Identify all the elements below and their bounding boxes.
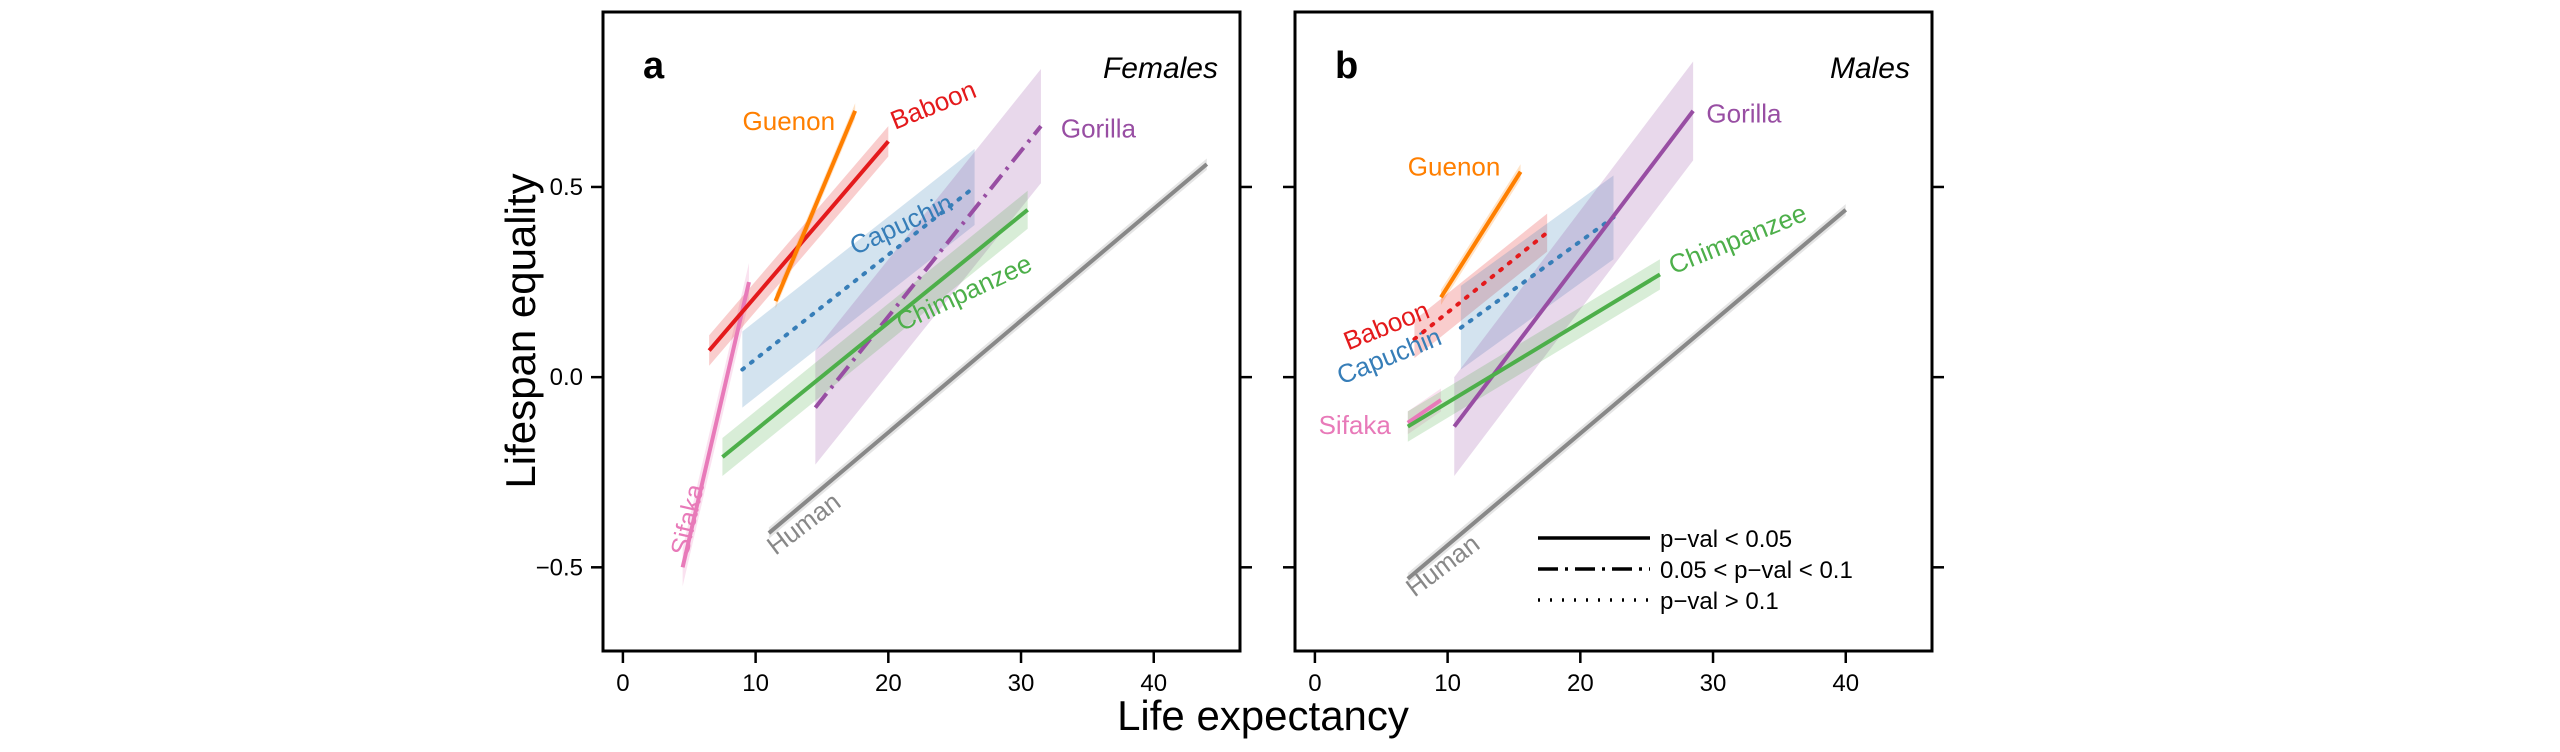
panel-sex-label: Males xyxy=(1830,52,1910,85)
x-tick-label: 20 xyxy=(1567,670,1594,697)
x-tick-label: 0 xyxy=(1308,670,1321,697)
legend-entry-label: p−val < 0.05 xyxy=(1660,526,1792,553)
x-tick-label: 40 xyxy=(1832,670,1859,697)
x-tick-label: 30 xyxy=(1700,670,1727,697)
series-label-guenon: Guenon xyxy=(1408,152,1501,182)
panel-letter: a xyxy=(643,45,665,87)
series-line-sifaka xyxy=(1406,398,1443,425)
panel-letter: b xyxy=(1335,45,1358,87)
legend-entry-label: 0.05 < p−val < 0.1 xyxy=(1660,557,1853,584)
series-label-guenon: Guenon xyxy=(743,106,836,136)
series-label-sifaka: Sifaka xyxy=(664,481,710,559)
y-tick-label: 0.0 xyxy=(550,364,583,391)
series-label-gorilla: Gorilla xyxy=(1706,98,1782,128)
legend-entry-label: p−val > 0.1 xyxy=(1660,588,1779,615)
series-line-chimpanzee xyxy=(721,208,1029,459)
series-line-human xyxy=(1406,208,1848,581)
panel-sex-label: Females xyxy=(1103,52,1218,85)
series-line-human xyxy=(767,162,1209,535)
confidence-band-baboon xyxy=(1414,213,1548,359)
y-axis-title: Lifespan equality xyxy=(497,173,544,488)
x-tick-label: 30 xyxy=(1008,670,1035,697)
series-line-capuchin xyxy=(1458,215,1616,330)
x-tick-label: 0 xyxy=(616,670,629,697)
panel-a: SifakaBaboonGuenonCapuchinGorillaChimpan… xyxy=(536,10,1252,697)
series-line-sifaka xyxy=(680,281,751,568)
series-label-gorilla: Gorilla xyxy=(1061,114,1137,144)
confidence-band-capuchin xyxy=(742,148,975,408)
plot-frame xyxy=(601,10,1242,653)
y-tick-label: −0.5 xyxy=(536,554,583,581)
series-label-human: Human xyxy=(1400,528,1485,602)
plot-frame xyxy=(1293,10,1934,653)
panel-b: SifakaGuenonBaboonCapuchinGorillaChimpan… xyxy=(1283,10,1944,697)
x-tick-label: 20 xyxy=(875,670,902,697)
x-tick-label: 40 xyxy=(1140,670,1167,697)
x-axis-title: Life expectancy xyxy=(1117,692,1409,739)
confidence-band-capuchin xyxy=(1460,175,1614,370)
y-tick-label: 0.5 xyxy=(550,174,583,201)
series-line-baboon xyxy=(1412,230,1550,342)
series-line-guenon xyxy=(773,110,857,302)
legend: p−val < 0.05 0.05 < p−val < 0.1 p−val > 0.… xyxy=(1538,526,1853,615)
series-line-guenon xyxy=(1439,170,1523,299)
x-tick-label: 10 xyxy=(1434,670,1461,697)
series-label-chimpanzee: Chimpanzee xyxy=(1664,198,1811,281)
series-line-chimpanzee xyxy=(1406,272,1661,429)
series-label-baboon: Baboon xyxy=(886,74,980,135)
series-label-sifaka: Sifaka xyxy=(1319,410,1392,440)
x-tick-label: 10 xyxy=(742,670,769,697)
series-line-gorilla xyxy=(813,124,1043,409)
